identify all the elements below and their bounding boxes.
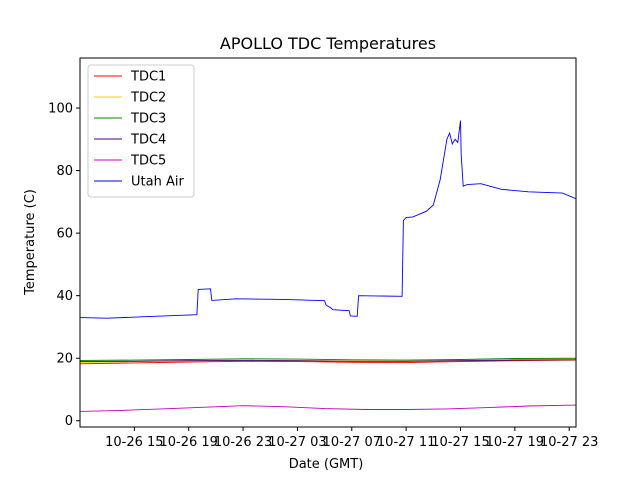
series-line-tdc3	[80, 357, 576, 361]
chart-title: APOLLO TDC Temperatures	[220, 34, 436, 53]
series-line-tdc5	[80, 404, 576, 412]
y-tick-label: 60	[56, 227, 73, 242]
legend-label: TDC3	[130, 112, 166, 127]
x-tick-label: 10-27 07	[323, 435, 381, 450]
legend-label: Utah Air	[131, 175, 184, 190]
x-tick-label: 10-26 23	[214, 435, 272, 450]
y-tick-label: 100	[48, 102, 73, 117]
legend: TDC1 TDC2 TDC3 TDC4 TDC5 Utah Air	[87, 64, 195, 198]
x-tick-label: 10-27 15	[431, 435, 489, 450]
y-tick-label: 20	[56, 352, 73, 367]
y-axis-title: Temperature (C)	[23, 189, 38, 296]
legend-label: TDC1	[130, 70, 166, 85]
y-tick-label: 80	[56, 164, 73, 179]
legend-label: TDC2	[130, 91, 166, 106]
x-axis-title: Date (GMT)	[289, 457, 364, 472]
plot-frame	[79, 57, 577, 428]
x-tick-label: 10-26 15	[105, 435, 163, 450]
legend-label: TDC4	[130, 133, 166, 148]
x-tick-label: 10-27 03	[268, 435, 326, 450]
series-line-tdc1	[80, 359, 576, 365]
series-line-utah-air	[80, 120, 576, 319]
x-tick-label: 10-27 23	[540, 435, 598, 450]
x-tick-label: 10-27 19	[486, 435, 544, 450]
y-tick-label: 0	[65, 414, 73, 429]
x-tick-label: 10-26 19	[159, 435, 217, 450]
series-line-tdc4	[80, 359, 576, 363]
x-tick-label: 10-27 11	[377, 435, 435, 450]
legend-label: TDC5	[130, 154, 166, 169]
legend-box	[87, 64, 195, 198]
y-tick-label: 40	[56, 289, 73, 304]
